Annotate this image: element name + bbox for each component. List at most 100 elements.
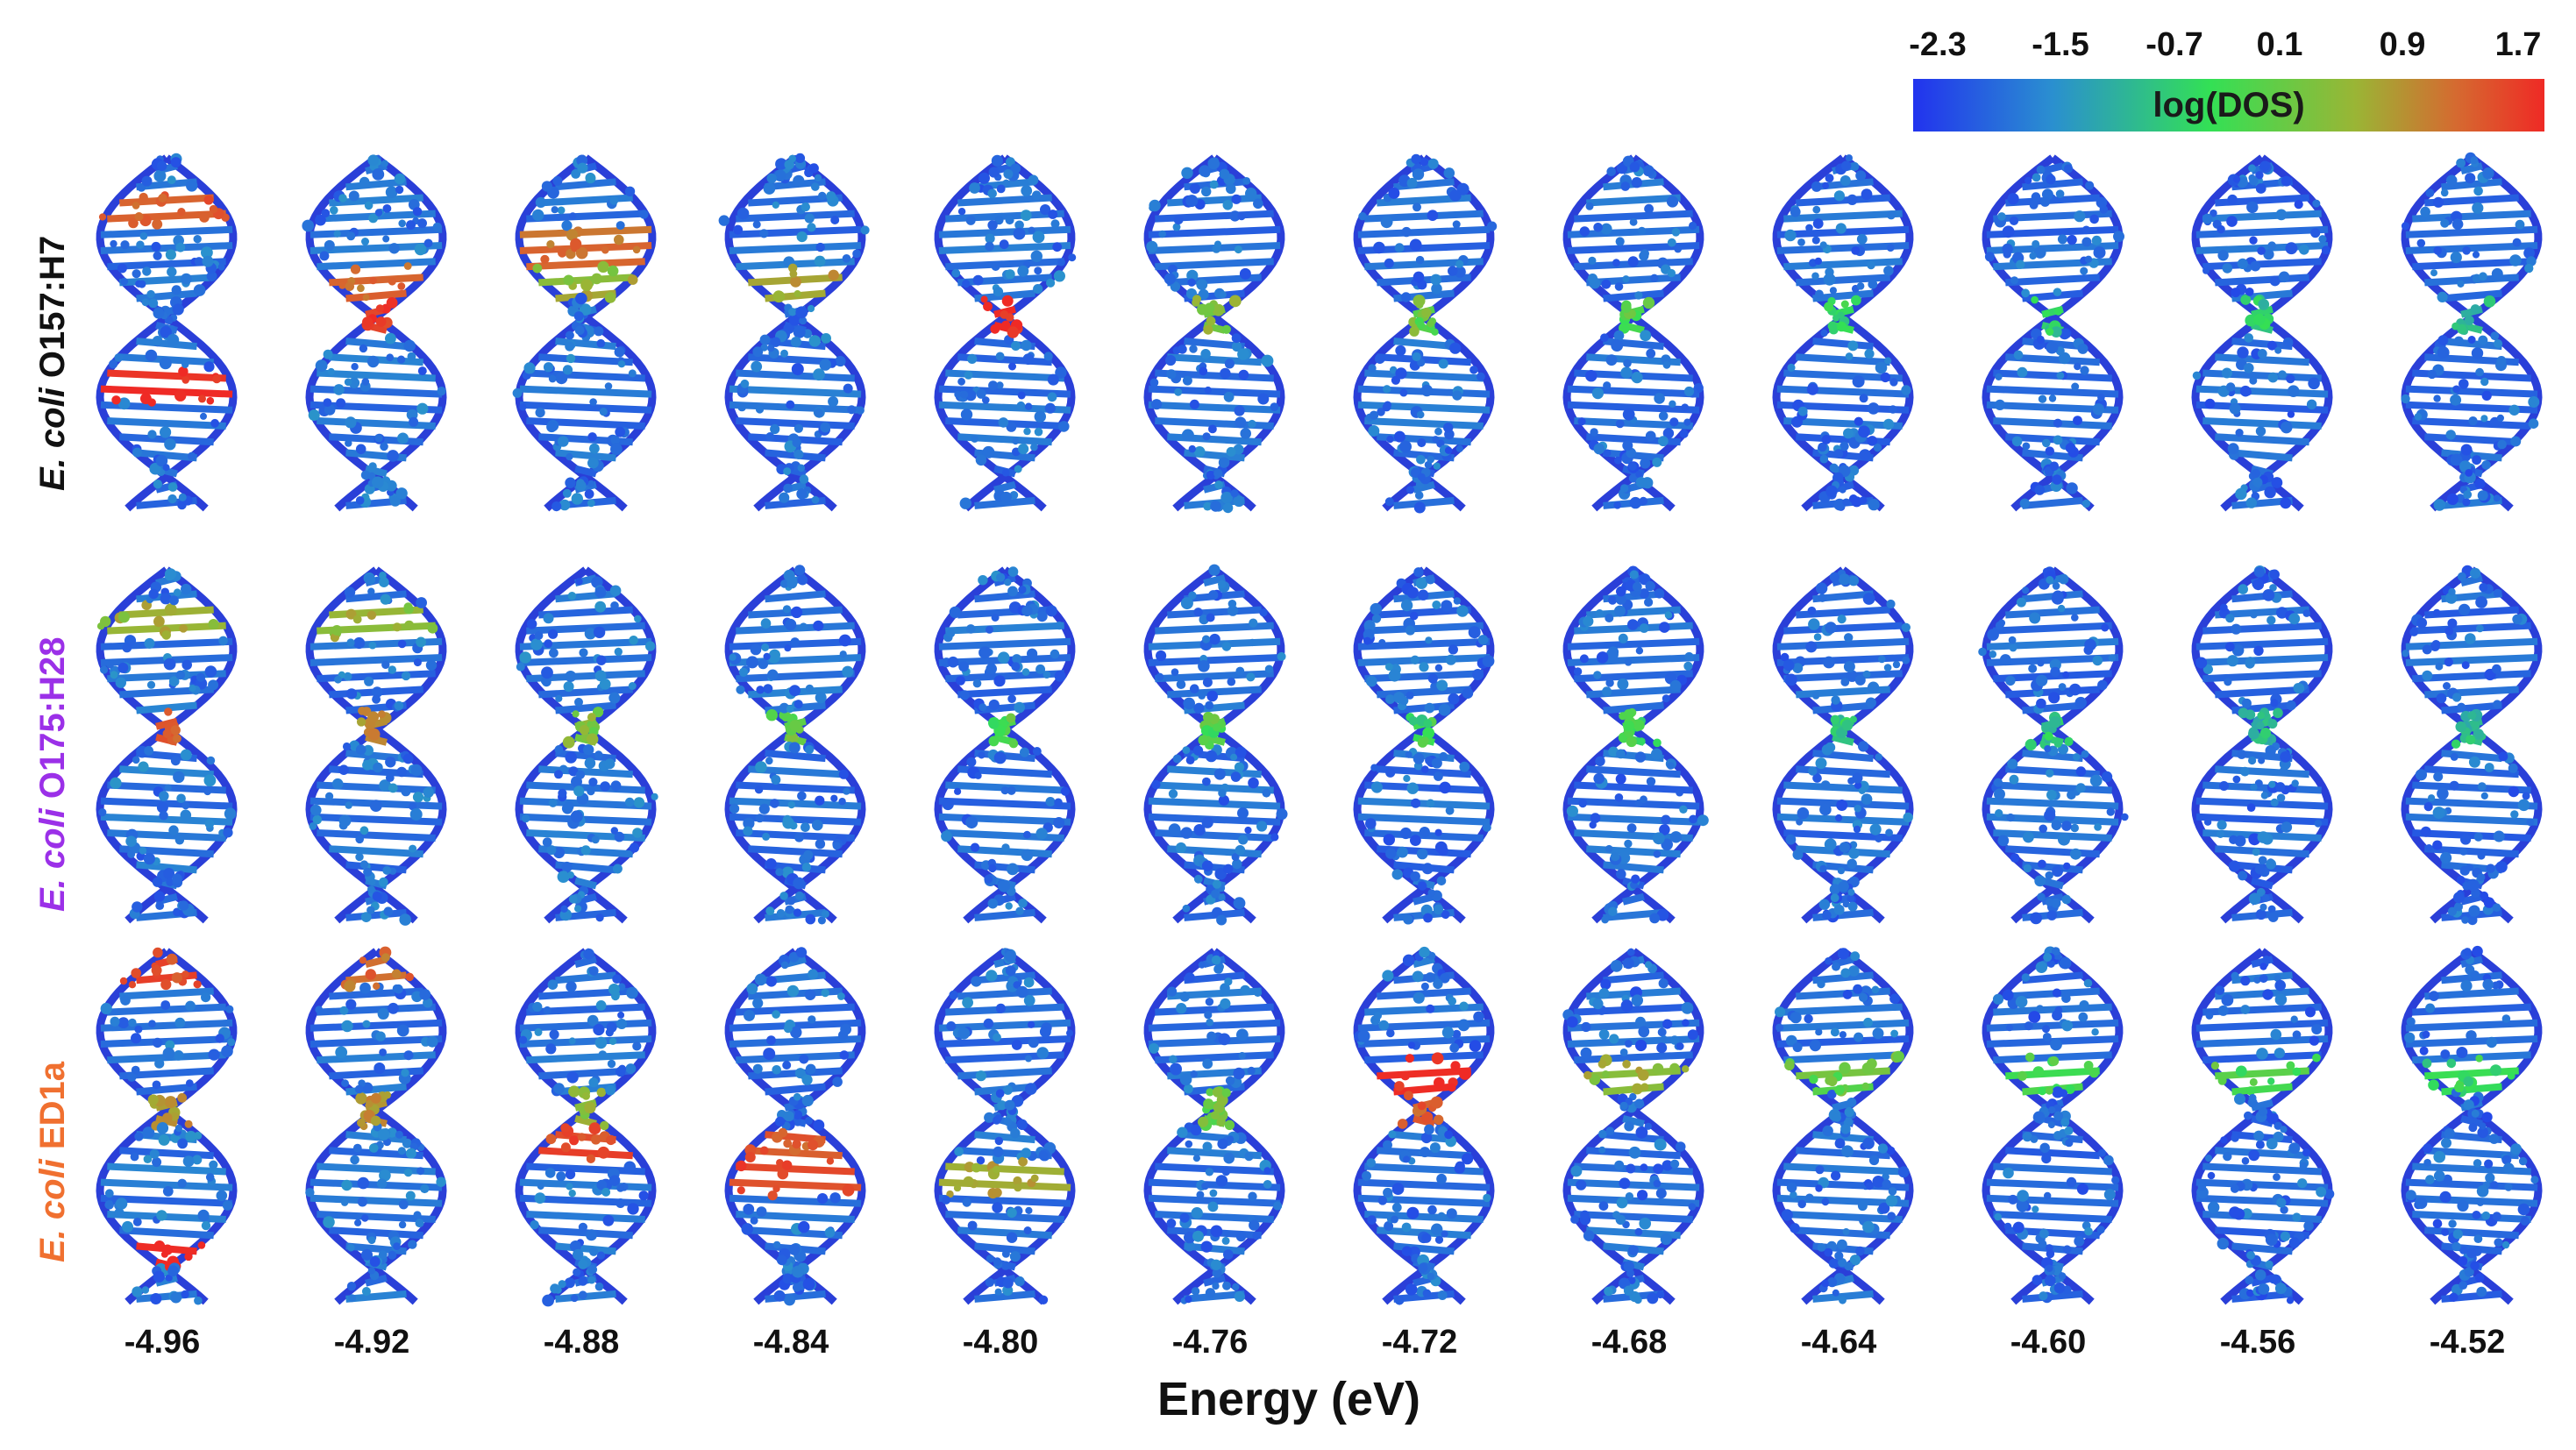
- atom: [1219, 290, 1227, 299]
- atom: [1198, 288, 1209, 300]
- atom: [599, 408, 608, 416]
- atom: [1230, 489, 1239, 498]
- atom: [1053, 270, 1065, 282]
- atom: [987, 898, 999, 909]
- atom: [772, 1240, 781, 1249]
- base-pair: [729, 1194, 862, 1207]
- atom: [2473, 729, 2484, 740]
- atom: [786, 714, 794, 723]
- atom: [357, 284, 365, 293]
- atom: [2227, 443, 2239, 455]
- atom: [382, 204, 392, 213]
- atom: [1156, 672, 1164, 681]
- base-pair: [519, 242, 652, 254]
- atom: [1589, 821, 1597, 829]
- atom: [184, 1119, 193, 1128]
- base-pair: [1377, 1067, 1471, 1080]
- atom: [1681, 403, 1689, 412]
- atom: [1580, 1210, 1590, 1220]
- atom: [1192, 1155, 1200, 1162]
- atom: [1483, 1193, 1491, 1203]
- atom: [1363, 620, 1376, 632]
- atom: [762, 832, 771, 841]
- atom: [1427, 320, 1434, 328]
- atom: [2246, 1289, 2254, 1297]
- atom: [132, 1286, 143, 1297]
- atom: [1997, 835, 2010, 847]
- atom: [2053, 1282, 2066, 1294]
- atom: [1638, 1026, 1650, 1038]
- atom: [357, 1176, 370, 1190]
- base-pair: [2005, 686, 2100, 699]
- atom: [626, 986, 638, 999]
- atom: [1654, 588, 1665, 599]
- atom: [2457, 1199, 2469, 1212]
- atom: [1007, 326, 1020, 338]
- atom: [2497, 439, 2507, 450]
- atom: [167, 333, 180, 346]
- atom: [1441, 1230, 1448, 1238]
- atom: [403, 339, 416, 352]
- atom: [141, 175, 153, 187]
- atom: [766, 1035, 776, 1045]
- atom: [1656, 1042, 1668, 1054]
- base-pair: [1586, 1067, 1681, 1080]
- atom: [1437, 1212, 1446, 1220]
- atom: [2046, 576, 2054, 584]
- atom: [1209, 633, 1220, 645]
- atom: [579, 303, 592, 316]
- atom: [1583, 1070, 1592, 1080]
- atom: [2463, 948, 2472, 956]
- base-pair: [1167, 765, 1262, 778]
- atom: [2245, 497, 2257, 508]
- atom: [578, 1290, 587, 1300]
- atom: [1405, 691, 1414, 700]
- atom: [830, 794, 838, 802]
- base-pair: [1155, 1162, 1274, 1176]
- atom: [1207, 1201, 1219, 1212]
- atom: [534, 1192, 546, 1204]
- atom: [554, 745, 564, 754]
- atom: [2471, 347, 2484, 359]
- backbone-strand: [2401, 154, 2543, 512]
- atom: [2240, 1005, 2251, 1014]
- atom: [2449, 1292, 2459, 1303]
- atom: [1804, 1193, 1814, 1203]
- atom: [1629, 496, 1642, 509]
- atom: [2048, 394, 2057, 402]
- atom: [634, 615, 642, 623]
- atom: [959, 690, 970, 700]
- atom: [786, 984, 800, 998]
- atom: [1639, 623, 1649, 633]
- atom: [793, 908, 802, 917]
- atom: [1008, 362, 1016, 371]
- atom: [2266, 858, 2277, 870]
- atom: [1570, 1215, 1579, 1224]
- atom: [1000, 786, 1009, 795]
- atom: [1040, 204, 1051, 216]
- atom: [2455, 721, 2466, 733]
- atom: [798, 1220, 810, 1233]
- atom: [159, 357, 172, 370]
- atom: [998, 417, 1009, 428]
- atom: [401, 671, 411, 681]
- atom: [1185, 1140, 1193, 1148]
- atom: [534, 631, 544, 640]
- atom: [1452, 390, 1462, 401]
- base-pair: [736, 781, 855, 794]
- atom: [1010, 163, 1021, 174]
- atom: [1420, 904, 1433, 916]
- atom: [793, 290, 801, 298]
- atom: [153, 947, 163, 958]
- atom: [2280, 1205, 2288, 1214]
- atom: [2054, 1006, 2063, 1014]
- atom: [595, 913, 604, 922]
- base-pair: [1603, 861, 1664, 874]
- atom: [1626, 948, 1635, 956]
- atom: [805, 913, 816, 925]
- atom: [2444, 627, 2454, 636]
- atom: [585, 173, 596, 184]
- atom: [2046, 1264, 2053, 1273]
- atom: [2230, 1183, 2239, 1193]
- base-pair: [2424, 845, 2519, 858]
